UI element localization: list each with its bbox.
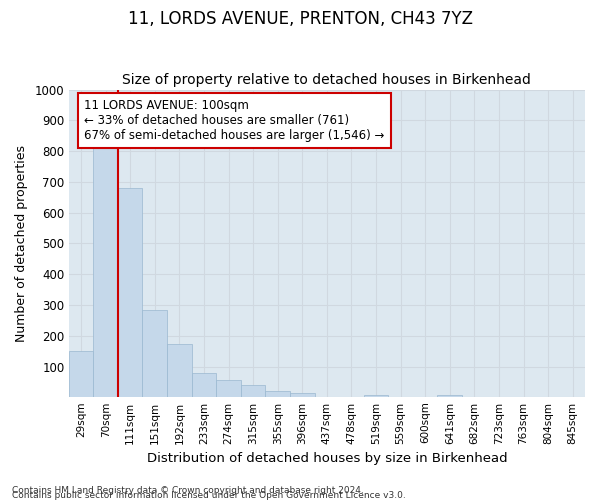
Y-axis label: Number of detached properties: Number of detached properties (15, 145, 28, 342)
Text: 11, LORDS AVENUE, PRENTON, CH43 7YZ: 11, LORDS AVENUE, PRENTON, CH43 7YZ (128, 10, 473, 28)
Bar (142, 310, 167, 398)
Text: Contains HM Land Registry data © Crown copyright and database right 2024.: Contains HM Land Registry data © Crown c… (12, 486, 364, 495)
Text: Contains public sector information licensed under the Open Government Licence v3: Contains public sector information licen… (12, 491, 406, 500)
Bar (118, 188, 142, 398)
X-axis label: Distribution of detached houses by size in Birkenhead: Distribution of detached houses by size … (146, 452, 507, 465)
Bar (191, 374, 216, 398)
Bar (437, 395, 462, 398)
Title: Size of property relative to detached houses in Birkenhead: Size of property relative to detached ho… (122, 73, 532, 87)
Bar (265, 390, 290, 398)
Bar (69, 351, 94, 398)
Bar (364, 395, 388, 398)
Bar (290, 394, 314, 398)
Bar (167, 344, 191, 398)
Bar (94, 144, 118, 398)
Text: 11 LORDS AVENUE: 100sqm
← 33% of detached houses are smaller (761)
67% of semi-d: 11 LORDS AVENUE: 100sqm ← 33% of detache… (84, 99, 385, 142)
Bar (241, 385, 265, 398)
Bar (216, 380, 241, 398)
